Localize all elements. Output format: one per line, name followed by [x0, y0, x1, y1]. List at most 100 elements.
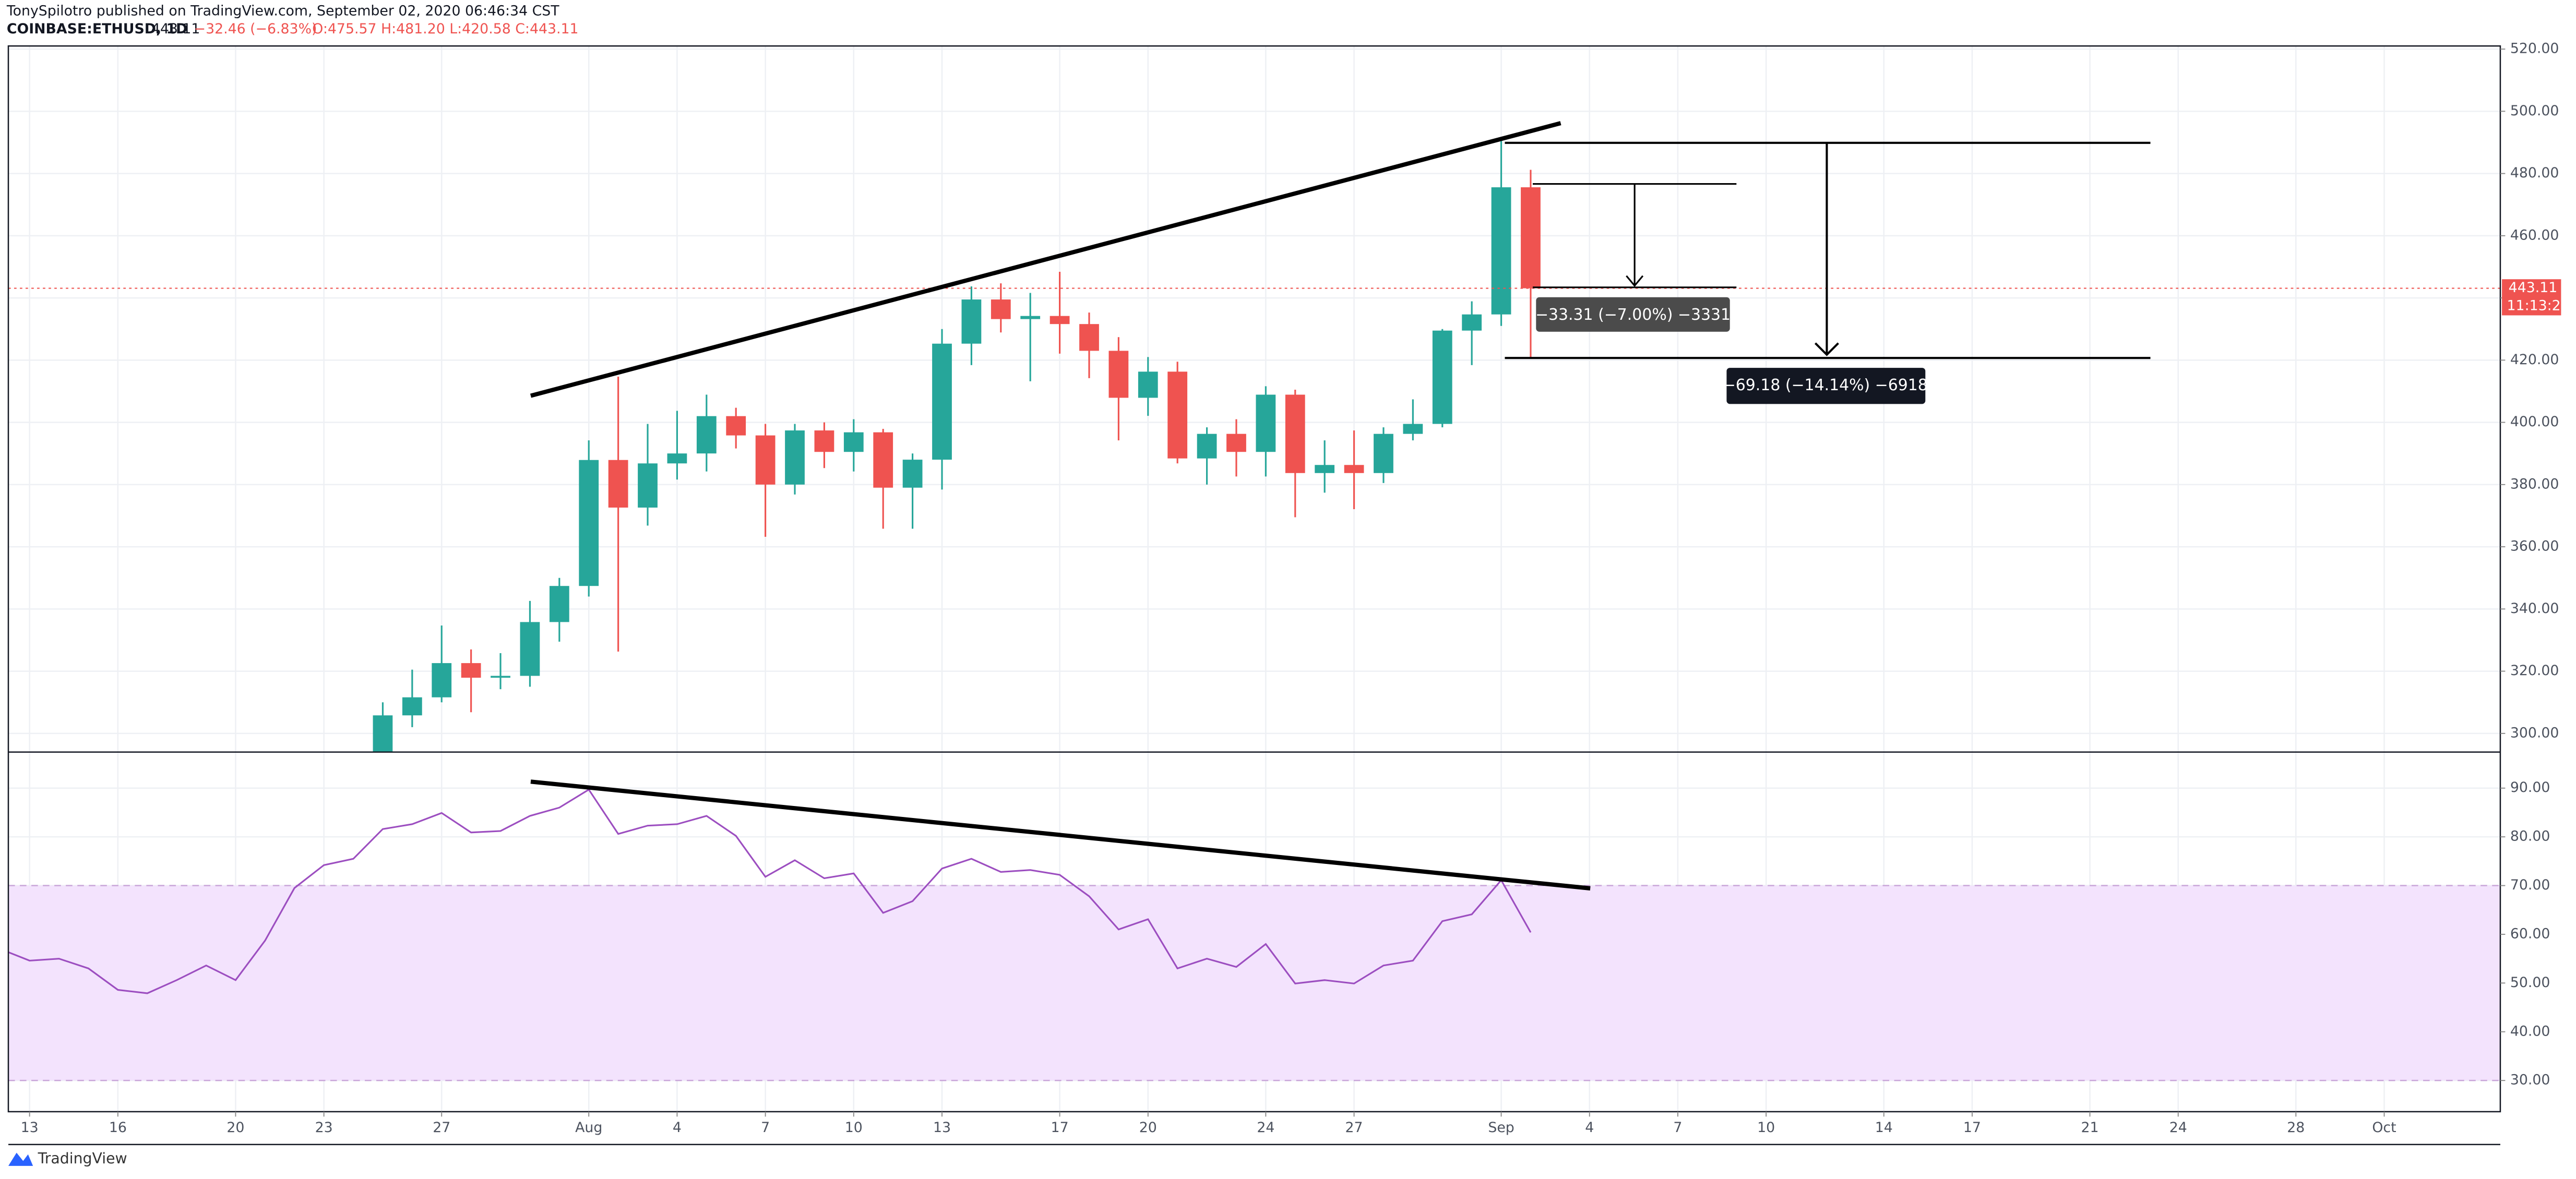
- change: −32.46 (−6.83%): [194, 21, 317, 37]
- y-tick-label: 70.00: [2510, 877, 2550, 893]
- candle-body: [608, 460, 628, 508]
- x-tick-label: 4: [1585, 1120, 1594, 1136]
- measure-box: [1536, 297, 1730, 332]
- candle-body: [1462, 314, 1482, 331]
- last-price: 443.11: [151, 21, 200, 37]
- measure-box: [1726, 368, 1926, 404]
- candle-body: [1138, 371, 1158, 398]
- y-tick-label: 420.00: [2510, 352, 2559, 368]
- price-tag-label: 443.11: [2509, 280, 2558, 296]
- rsi-line-layer: [8, 788, 1532, 994]
- candle-body: [1344, 465, 1364, 473]
- y-tick-label: 60.00: [2510, 925, 2550, 942]
- y-tick-label: 40.00: [2510, 1023, 2550, 1039]
- candle-body: [1256, 394, 1276, 452]
- candle-body: [755, 435, 776, 485]
- y-tick-label: 340.00: [2510, 600, 2559, 617]
- y-tick-label: 50.00: [2510, 975, 2550, 991]
- candle-body: [785, 430, 805, 485]
- plot-border: [7, 45, 2501, 1113]
- x-tick-label: 27: [433, 1120, 450, 1136]
- author-line: TonySpilotro published on TradingView.co…: [6, 3, 559, 19]
- x-tick-label: Aug: [575, 1120, 602, 1136]
- candles: [8, 140, 2500, 752]
- measure-label: −33.31 (−7.00%) −3331: [1535, 306, 1731, 324]
- candle-body: [814, 430, 834, 452]
- candle-body: [696, 416, 717, 454]
- candle-body: [1167, 371, 1188, 459]
- candle-body: [1315, 465, 1335, 473]
- x-tick-label: 13: [933, 1120, 951, 1136]
- x-tick-label: 4: [673, 1120, 682, 1136]
- candle-body: [1432, 330, 1452, 424]
- trend-line: [530, 121, 1561, 398]
- rsi-line: [8, 788, 1532, 994]
- y-tick-label: 380.00: [2510, 476, 2559, 492]
- candle-body: [520, 622, 540, 676]
- candle-body: [843, 432, 864, 452]
- candle-body: [961, 299, 982, 344]
- x-tick-label: 17: [1051, 1120, 1069, 1136]
- arrow-head: [1626, 275, 1644, 287]
- x-tick-label: 10: [845, 1120, 863, 1136]
- arrow-head: [1814, 342, 1839, 356]
- x-tick-label: 14: [1875, 1120, 1893, 1136]
- candle-body: [1050, 316, 1070, 324]
- rsi-trend-line: [530, 779, 1591, 891]
- candle-body: [1403, 424, 1423, 434]
- measure-label: −69.18 (−14.14%) −6918: [1723, 376, 1928, 394]
- candle-body: [1020, 316, 1041, 319]
- x-tick-label: 27: [1345, 1120, 1363, 1136]
- footer: TradingView: [8, 1150, 127, 1167]
- price-tag: [2502, 279, 2561, 316]
- drawings: [530, 121, 2151, 891]
- candle-body: [1197, 434, 1217, 459]
- y-tick-label: 320.00: [2510, 663, 2559, 679]
- candle-body: [873, 432, 893, 488]
- header: TonySpilotro published on TradingView.co…: [6, 3, 579, 38]
- x-tick-label: 21: [2081, 1120, 2099, 1136]
- candle-body: [638, 463, 658, 508]
- y-tick-label: 480.00: [2510, 165, 2559, 181]
- x-tick-label: 7: [1673, 1120, 1682, 1136]
- candle-body: [373, 715, 393, 752]
- y-tick-label: 360.00: [2510, 538, 2559, 555]
- candle-body: [491, 676, 510, 678]
- axes: 13 16 20 23 27 Aug 4 7 10 13 17 20 24 27 Sep 4 7 10 14 17 21…: [21, 41, 2570, 1136]
- x-tick-label: 20: [226, 1120, 244, 1136]
- x-tick-label: Sep: [1488, 1120, 1514, 1136]
- rsi-band-layer: [8, 885, 2500, 1081]
- x-tick-label: 28: [2287, 1120, 2305, 1136]
- y-tick-label: 500.00: [2510, 103, 2559, 119]
- y-tick-label: 80.00: [2510, 828, 2550, 845]
- candle-body: [402, 697, 422, 716]
- symbol: COINBASE:ETHUSD, 1D: [7, 21, 187, 37]
- x-tick-label: 10: [1757, 1120, 1775, 1136]
- x-tick-label: Oct: [2372, 1120, 2396, 1136]
- candle-body: [579, 460, 599, 586]
- candle-body: [726, 416, 746, 436]
- x-tick-label: 7: [761, 1120, 770, 1136]
- candle-body: [902, 460, 923, 488]
- y-tick-label: 300.00: [2510, 725, 2559, 741]
- x-tick-label: 23: [315, 1120, 333, 1136]
- candle-body: [461, 663, 481, 678]
- ohlc: O:475.57 H:481.20 L:420.58 C:443.11: [312, 21, 578, 37]
- y-tick-label: 520.00: [2510, 41, 2559, 57]
- candle-body: [1491, 187, 1511, 315]
- x-tick-label: 17: [1963, 1120, 1981, 1136]
- candle-body: [1374, 434, 1393, 473]
- candle-body: [1521, 187, 1541, 288]
- candle-body: [1079, 324, 1099, 351]
- x-tick-label: 20: [1139, 1120, 1157, 1136]
- frame: [7, 45, 2501, 1146]
- candle-body: [432, 663, 452, 697]
- candle-body: [549, 586, 569, 622]
- candle-body: [1285, 394, 1305, 473]
- x-tick-label: 16: [109, 1120, 127, 1136]
- brand: TradingView: [38, 1150, 127, 1167]
- x-tick-label: 24: [2169, 1120, 2187, 1136]
- y-tick-label: 400.00: [2510, 414, 2559, 430]
- y-tick-label: 460.00: [2510, 227, 2559, 243]
